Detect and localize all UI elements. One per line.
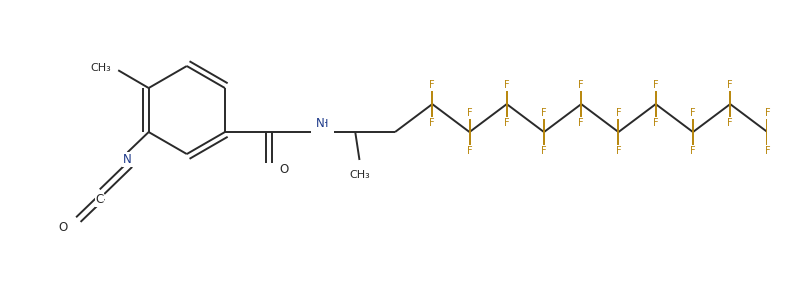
Text: F: F <box>467 146 473 156</box>
Text: F: F <box>727 118 733 128</box>
Text: C: C <box>95 193 103 206</box>
Text: H: H <box>320 119 328 128</box>
Text: F: F <box>541 146 547 156</box>
Text: O: O <box>58 221 67 234</box>
Text: F: F <box>504 118 509 128</box>
Text: F: F <box>467 108 473 118</box>
Text: F: F <box>578 80 584 90</box>
Text: N: N <box>316 117 324 130</box>
Text: F: F <box>616 108 622 118</box>
Text: F: F <box>504 80 509 90</box>
Text: CH₃: CH₃ <box>349 170 370 180</box>
Text: F: F <box>690 146 696 156</box>
Text: F: F <box>765 146 771 156</box>
Text: F: F <box>616 146 622 156</box>
Text: F: F <box>653 118 658 128</box>
Text: F: F <box>578 118 584 128</box>
Text: F: F <box>727 80 733 90</box>
Text: F: F <box>653 80 658 90</box>
Text: F: F <box>690 108 696 118</box>
Text: F: F <box>429 80 435 90</box>
Text: F: F <box>765 108 771 118</box>
Text: O: O <box>279 163 288 176</box>
Text: N: N <box>123 153 132 166</box>
Text: CH₃: CH₃ <box>91 63 111 73</box>
Text: F: F <box>429 118 435 128</box>
Text: F: F <box>541 108 547 118</box>
